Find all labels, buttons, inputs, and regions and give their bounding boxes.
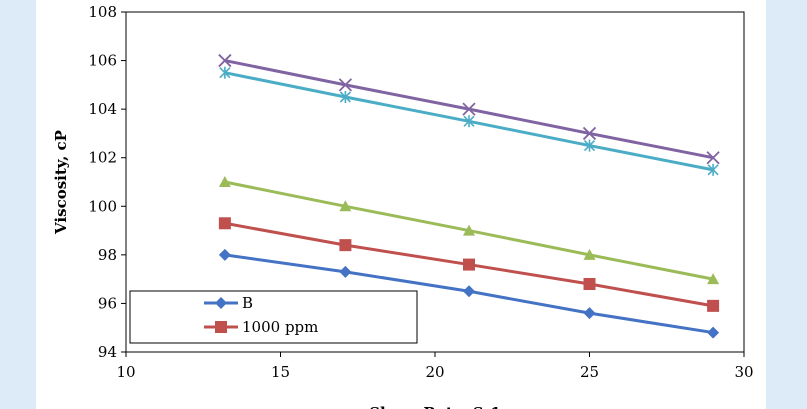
plot-area-frame (125, 11, 745, 353)
x-tick-label: 15 (271, 363, 290, 381)
data-point (707, 163, 719, 176)
data-point (583, 278, 596, 290)
data-point (462, 285, 475, 298)
y-axis-ticks: 94 96 98 100 102 104 106 108 (88, 3, 126, 361)
legend-item: B (204, 294, 253, 312)
data-point (706, 151, 720, 165)
x-axis-ticks: 10 15 20 25 30 (116, 352, 754, 381)
data-point (707, 299, 720, 312)
legend: B 1000 ppm (129, 290, 418, 344)
series-3 (218, 176, 720, 285)
data-point (218, 53, 232, 68)
y-tick-label: 106 (88, 52, 117, 70)
legend-label: B (242, 294, 253, 312)
y-tick-label: 100 (88, 197, 117, 215)
y-tick-label: 102 (88, 149, 117, 167)
y-axis-title: Viscosity, cP (52, 130, 70, 235)
data-point (583, 307, 596, 320)
y-tick-label: 108 (88, 3, 117, 21)
data-point (219, 66, 231, 79)
data-point (218, 176, 231, 187)
data-point (218, 217, 231, 230)
y-tick-label: 96 (98, 294, 117, 312)
data-point (583, 248, 596, 260)
legend-label: 1000 ppm (242, 318, 318, 336)
data-point (338, 78, 353, 92)
data-point (339, 200, 352, 212)
series-2 (218, 217, 720, 312)
data-point (339, 239, 352, 252)
y-tick-label: 94 (98, 343, 117, 361)
x-tick-label: 10 (116, 363, 135, 381)
y-tick-label: 98 (98, 246, 117, 264)
legend-marker (215, 321, 227, 333)
y-tick-label: 104 (88, 100, 117, 118)
data-point (582, 126, 597, 141)
data-point (339, 265, 352, 278)
data-point (707, 326, 720, 339)
data-point (218, 248, 231, 261)
data-point (462, 224, 475, 236)
x-tick-label: 20 (425, 363, 444, 381)
viscosity-chart: 94 96 98 100 102 104 106 108 10 15 20 25 30 Viscosi… (52, 3, 754, 409)
data-point (462, 102, 476, 116)
chart-panel: 94 96 98 100 102 104 106 108 10 15 20 25 30 Viscosi… (36, 0, 766, 409)
data-point (583, 139, 596, 152)
x-tick-label: 30 (734, 363, 753, 381)
data-point (462, 258, 475, 271)
data-point (339, 91, 351, 103)
x-tick-label: 25 (580, 363, 599, 381)
series-layer (218, 53, 720, 339)
legend-marker (215, 297, 227, 309)
data-point (463, 115, 475, 128)
data-point (707, 273, 720, 285)
series-1 (218, 248, 720, 339)
series-4 (219, 66, 719, 176)
legend-item: 1000 ppm (204, 318, 318, 336)
x-axis-title: Shear Rate, S-1 (369, 404, 501, 409)
series-5 (218, 53, 720, 165)
legend-box (129, 290, 418, 344)
